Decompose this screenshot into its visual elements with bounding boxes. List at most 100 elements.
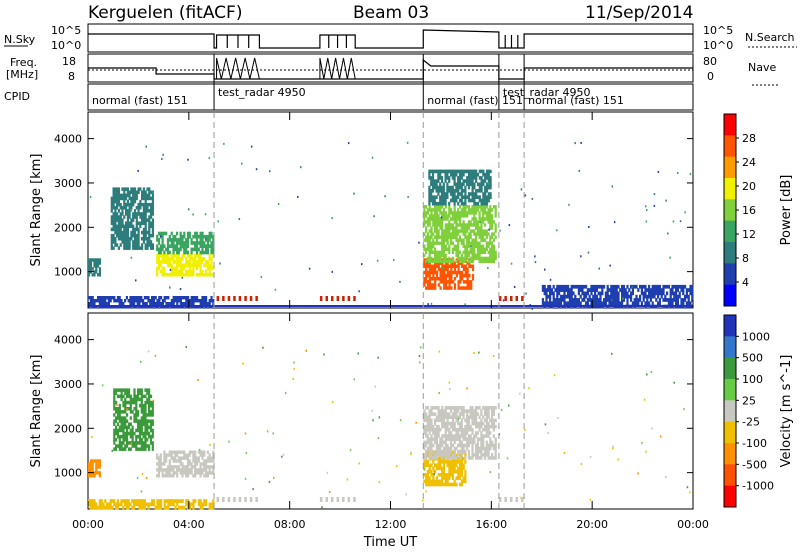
power-cell-1-13-18 <box>133 190 137 194</box>
power-cell-5-8-15 <box>437 214 440 218</box>
vel-cell-1-16-5 <box>142 431 145 436</box>
vel-cell-4-8-16 <box>437 406 440 410</box>
power-cell-5-35-14 <box>485 217 488 221</box>
vel-cell-4-21-1 <box>460 453 463 457</box>
vel-cell-4-36-11 <box>487 421 490 426</box>
vel-cell-2-27-1 <box>205 471 208 475</box>
vel-cell-1-9-14 <box>129 403 132 408</box>
power-cell-5-25-16 <box>467 211 470 215</box>
vel-cell-1-12-16 <box>135 397 138 402</box>
power-cell-1-4-19 <box>117 187 120 191</box>
vel-cell-2-8-7 <box>170 453 173 457</box>
power-cell-1-12-9 <box>132 218 135 222</box>
vel-cell-2-4-4 <box>163 462 166 466</box>
power-cell-4-23-0 <box>464 286 467 290</box>
power-speck-46 <box>182 247 184 250</box>
freq-label-1: Freq. <box>10 56 37 69</box>
vel-cell-4-26-14 <box>469 412 472 416</box>
vel-cell-2-6-2 <box>166 468 170 472</box>
vel-cell-5-27-2 <box>136 499 139 503</box>
vel-cell-0-4-3 <box>95 465 98 469</box>
power-cell-1-15-5 <box>137 230 140 235</box>
power-cell-6-0-9 <box>428 172 431 177</box>
power-cell-5-4-11 <box>430 226 433 230</box>
power-cell-5-23-8 <box>464 235 467 239</box>
power-cell-1-10-18 <box>128 190 131 194</box>
power-cell-6-34-5 <box>489 185 492 190</box>
vel-cell-2-16-6 <box>185 456 188 460</box>
power-cell-0-4-2 <box>95 267 98 271</box>
power-cell-5-3-14 <box>428 217 431 221</box>
vel-cell-4-18-8 <box>455 431 458 435</box>
vel-cell-1-12-2 <box>135 441 138 445</box>
power-cell-1-23-6 <box>151 227 154 232</box>
power-cell-8-69-2 <box>666 298 669 302</box>
vel-colorbar-frame <box>723 314 737 508</box>
vel-cell-4-19-4 <box>457 443 460 448</box>
power-cell-1-13-12 <box>133 209 137 213</box>
power-cell-8-4-3 <box>549 294 552 299</box>
power-cell-5-17-14 <box>453 217 456 221</box>
power-cell-8-9-6 <box>558 284 561 289</box>
power-cell-1-3-1 <box>116 243 119 247</box>
power-speck-25 <box>371 156 374 159</box>
cpid-label: CPID <box>4 90 30 103</box>
vel-cell-4-19-1 <box>457 453 460 457</box>
power-cell-1-20-3 <box>146 237 149 241</box>
vel-speck-83 <box>415 421 417 424</box>
power-cell-8-10-5 <box>559 288 562 292</box>
vel-cell-2-14-6 <box>181 456 184 460</box>
vel-cell-5-14-1 <box>113 502 116 507</box>
power-cell-7-7-3 <box>100 296 103 300</box>
power-cell-1-0-8 <box>110 221 113 225</box>
power-cell-5-5-12 <box>432 223 435 227</box>
power-cell-3-31-1 <box>212 247 215 252</box>
power-cell-5-17-11 <box>453 226 456 230</box>
vel-cell-1-17-19 <box>144 388 147 392</box>
vel-cell-2-8-0 <box>170 474 173 478</box>
vel-cell-4-25-13 <box>467 415 470 419</box>
power-cell-5-10-4 <box>441 247 444 251</box>
vel-cell-4-15-13 <box>450 415 453 419</box>
vel-cell-4-1-2 <box>425 449 428 454</box>
power-cell-2-13-5 <box>179 257 182 261</box>
power-cell-4-4-3 <box>430 277 433 281</box>
power-cell-8-62-5 <box>653 288 656 292</box>
power-cell-7-2-3 <box>91 296 94 300</box>
power-cell-3-12-1 <box>177 247 180 252</box>
power-cell-6-27-4 <box>476 189 480 193</box>
vel-speck-94 <box>262 346 264 349</box>
power-speck-10 <box>179 288 182 290</box>
vel-cell-5-22-1 <box>127 502 130 507</box>
vel-cell-4-36-7 <box>487 434 490 438</box>
power-cell-8-25-2 <box>586 298 589 302</box>
power-speck-54 <box>613 221 616 224</box>
vel-cell-2-17-7 <box>186 453 190 457</box>
vel-cell-4-17-1 <box>453 453 456 457</box>
power-speck-78 <box>587 251 590 254</box>
power-cell-5-10-10 <box>441 229 444 233</box>
vel-cell-1-5-17 <box>122 394 125 399</box>
vel-cell-4-37-0 <box>489 456 492 460</box>
vel-cell-1-21-15 <box>151 400 154 405</box>
vel-cell-2-7-4 <box>168 462 171 466</box>
power-cell-6-33-10 <box>487 169 490 174</box>
vel-speck-45 <box>589 498 592 501</box>
power-cell-5-27-1 <box>471 256 474 261</box>
power-cell-2-23-3 <box>197 263 200 267</box>
power-cell-6-18-2 <box>460 195 463 199</box>
power-cell-6-34-8 <box>489 176 492 180</box>
vel-cell-1-17-7 <box>144 425 147 430</box>
power-cell-5-36-14 <box>487 217 490 221</box>
power-cell-2-23-6 <box>197 253 200 258</box>
vel-cell-4-29-3 <box>475 446 478 451</box>
power-cell-5-35-16 <box>485 211 488 215</box>
power-cell-5-33-4 <box>482 247 485 251</box>
power-cell-1-20-14 <box>146 202 149 207</box>
vel-cell-2-15-1 <box>183 471 186 475</box>
vel-colorbar-label-6: -500 <box>742 458 767 471</box>
power-cell-6-14-3 <box>453 192 456 196</box>
vel-cell-4-21-7 <box>460 434 463 438</box>
power-cell-7-62-1 <box>199 302 202 306</box>
vel-cell-1-21-12 <box>151 410 154 414</box>
